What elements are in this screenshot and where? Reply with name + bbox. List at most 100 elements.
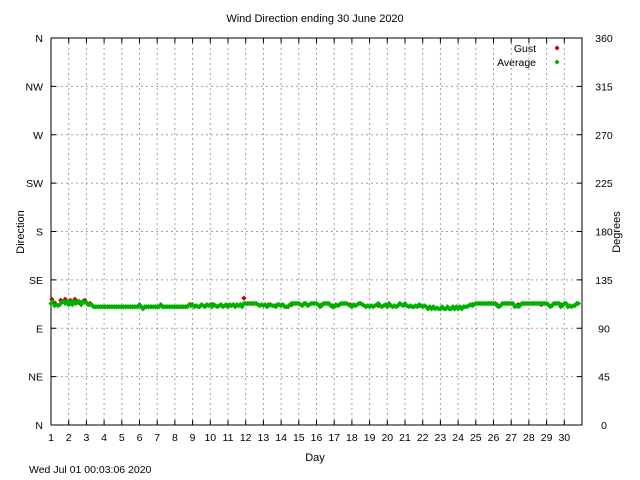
x-tick-label: 19	[364, 432, 376, 444]
data-point-average	[267, 302, 274, 308]
data-point-average	[448, 306, 454, 312]
x-tick-label: 16	[311, 432, 323, 444]
legend-label-gust: Gust	[514, 43, 536, 55]
y-tick-label-right: 360	[595, 33, 613, 45]
data-point-average	[266, 303, 272, 309]
data-point-average	[471, 302, 477, 308]
data-point-average	[255, 302, 261, 308]
y-axis-label-left: Direction	[15, 210, 27, 253]
data-point-average	[512, 304, 518, 310]
data-point-average	[69, 302, 75, 308]
x-axis-label: Day	[305, 452, 325, 464]
data-point-gust	[72, 296, 78, 302]
data-point-average	[227, 302, 233, 308]
data-point-average	[549, 303, 555, 309]
series-layer	[48, 295, 582, 312]
data-point-average	[89, 302, 95, 308]
y-tick-label-left: NW	[26, 81, 44, 93]
x-tick-label: 7	[154, 432, 160, 444]
data-point-average	[78, 302, 84, 308]
data-point-average	[299, 303, 305, 309]
data-point-average	[315, 302, 321, 308]
x-tick-label: 5	[119, 432, 125, 444]
data-point-average	[204, 302, 210, 308]
data-point-gust	[49, 296, 55, 302]
data-point-average	[354, 302, 360, 308]
y-tick-label-right: 315	[595, 81, 613, 93]
data-point-average	[343, 300, 350, 307]
x-tick-label: 2	[66, 432, 72, 444]
x-tick-label: 9	[190, 432, 196, 444]
data-point-average	[575, 300, 582, 307]
data-point-average	[398, 302, 405, 308]
data-point-average	[223, 302, 229, 308]
data-point-average	[432, 306, 438, 312]
data-point-average	[382, 302, 389, 308]
y-tick-label-left: SW	[26, 178, 43, 190]
legend-marker-average	[554, 59, 560, 65]
axis-ticks: 1 2 3 4 5 6 7 8 9 10 11 12 13 14 15 16 17 18 19 20 21 22 23 24 2…	[26, 33, 613, 444]
x-tick-label: 29	[541, 432, 553, 444]
data-point-average	[278, 303, 284, 309]
data-point-average	[50, 298, 56, 304]
x-tick-label: 30	[558, 432, 570, 444]
data-point-average	[455, 306, 461, 312]
data-point-average	[434, 305, 440, 311]
data-point-average	[62, 300, 68, 307]
x-tick-label: 26	[488, 432, 500, 444]
data-point-average	[365, 303, 371, 309]
data-point-average	[262, 302, 268, 308]
y-tick-label-left: N	[35, 420, 43, 432]
chart-title: Wind Direction ending 30 June 2020	[226, 13, 403, 25]
x-tick-label: 18	[346, 432, 358, 444]
data-point-average	[211, 302, 217, 308]
data-point-average	[513, 303, 520, 309]
data-point-average	[404, 303, 410, 309]
data-point-average	[73, 300, 79, 307]
data-point-average	[158, 302, 164, 308]
data-point-average	[563, 300, 569, 307]
data-point-average	[510, 300, 516, 307]
data-point-average	[567, 303, 573, 309]
data-point-average	[237, 302, 243, 308]
data-point-average	[467, 302, 474, 308]
data-point-average	[443, 306, 449, 312]
data-point-gust	[62, 296, 68, 302]
data-point-average	[333, 302, 339, 308]
x-tick-label: 25	[470, 432, 482, 444]
x-tick-label: 17	[328, 432, 340, 444]
data-point-average	[375, 300, 382, 307]
footer-timestamp: Wed Jul 01 00:03:06 2020	[29, 464, 152, 476]
data-point-average	[57, 302, 63, 308]
x-tick-label: 3	[83, 432, 89, 444]
data-point-average	[345, 302, 351, 308]
x-tick-label: 27	[505, 432, 517, 444]
y-tick-label-left: E	[36, 323, 43, 335]
y-tick-label-right: 225	[595, 178, 613, 190]
data-point-average	[388, 303, 394, 309]
x-tick-label: 14	[275, 432, 287, 444]
chart-grid	[51, 38, 582, 425]
data-point-average	[53, 302, 59, 308]
data-point-average	[207, 302, 213, 308]
y-tick-label-right: 45	[598, 372, 610, 384]
y-tick-label-right: 135	[595, 275, 613, 287]
x-tick-label: 6	[137, 432, 143, 444]
data-point-average	[190, 302, 196, 308]
data-point-average	[193, 303, 199, 309]
data-point-average	[335, 303, 341, 309]
data-point-average	[328, 303, 334, 309]
x-tick-label: 23	[435, 432, 447, 444]
x-tick-label: 20	[381, 432, 393, 444]
data-point-average	[198, 302, 205, 308]
data-point-average	[287, 302, 293, 308]
x-tick-label: 1	[48, 432, 54, 444]
data-point-average	[234, 302, 240, 308]
y-axis-label-right: Degrees	[611, 211, 623, 253]
data-point-average	[497, 303, 504, 309]
data-point-average	[59, 299, 65, 306]
data-point-average	[428, 306, 435, 312]
x-tick-label: 12	[240, 432, 252, 444]
x-tick-label: 21	[399, 432, 411, 444]
data-point-average	[421, 303, 428, 309]
